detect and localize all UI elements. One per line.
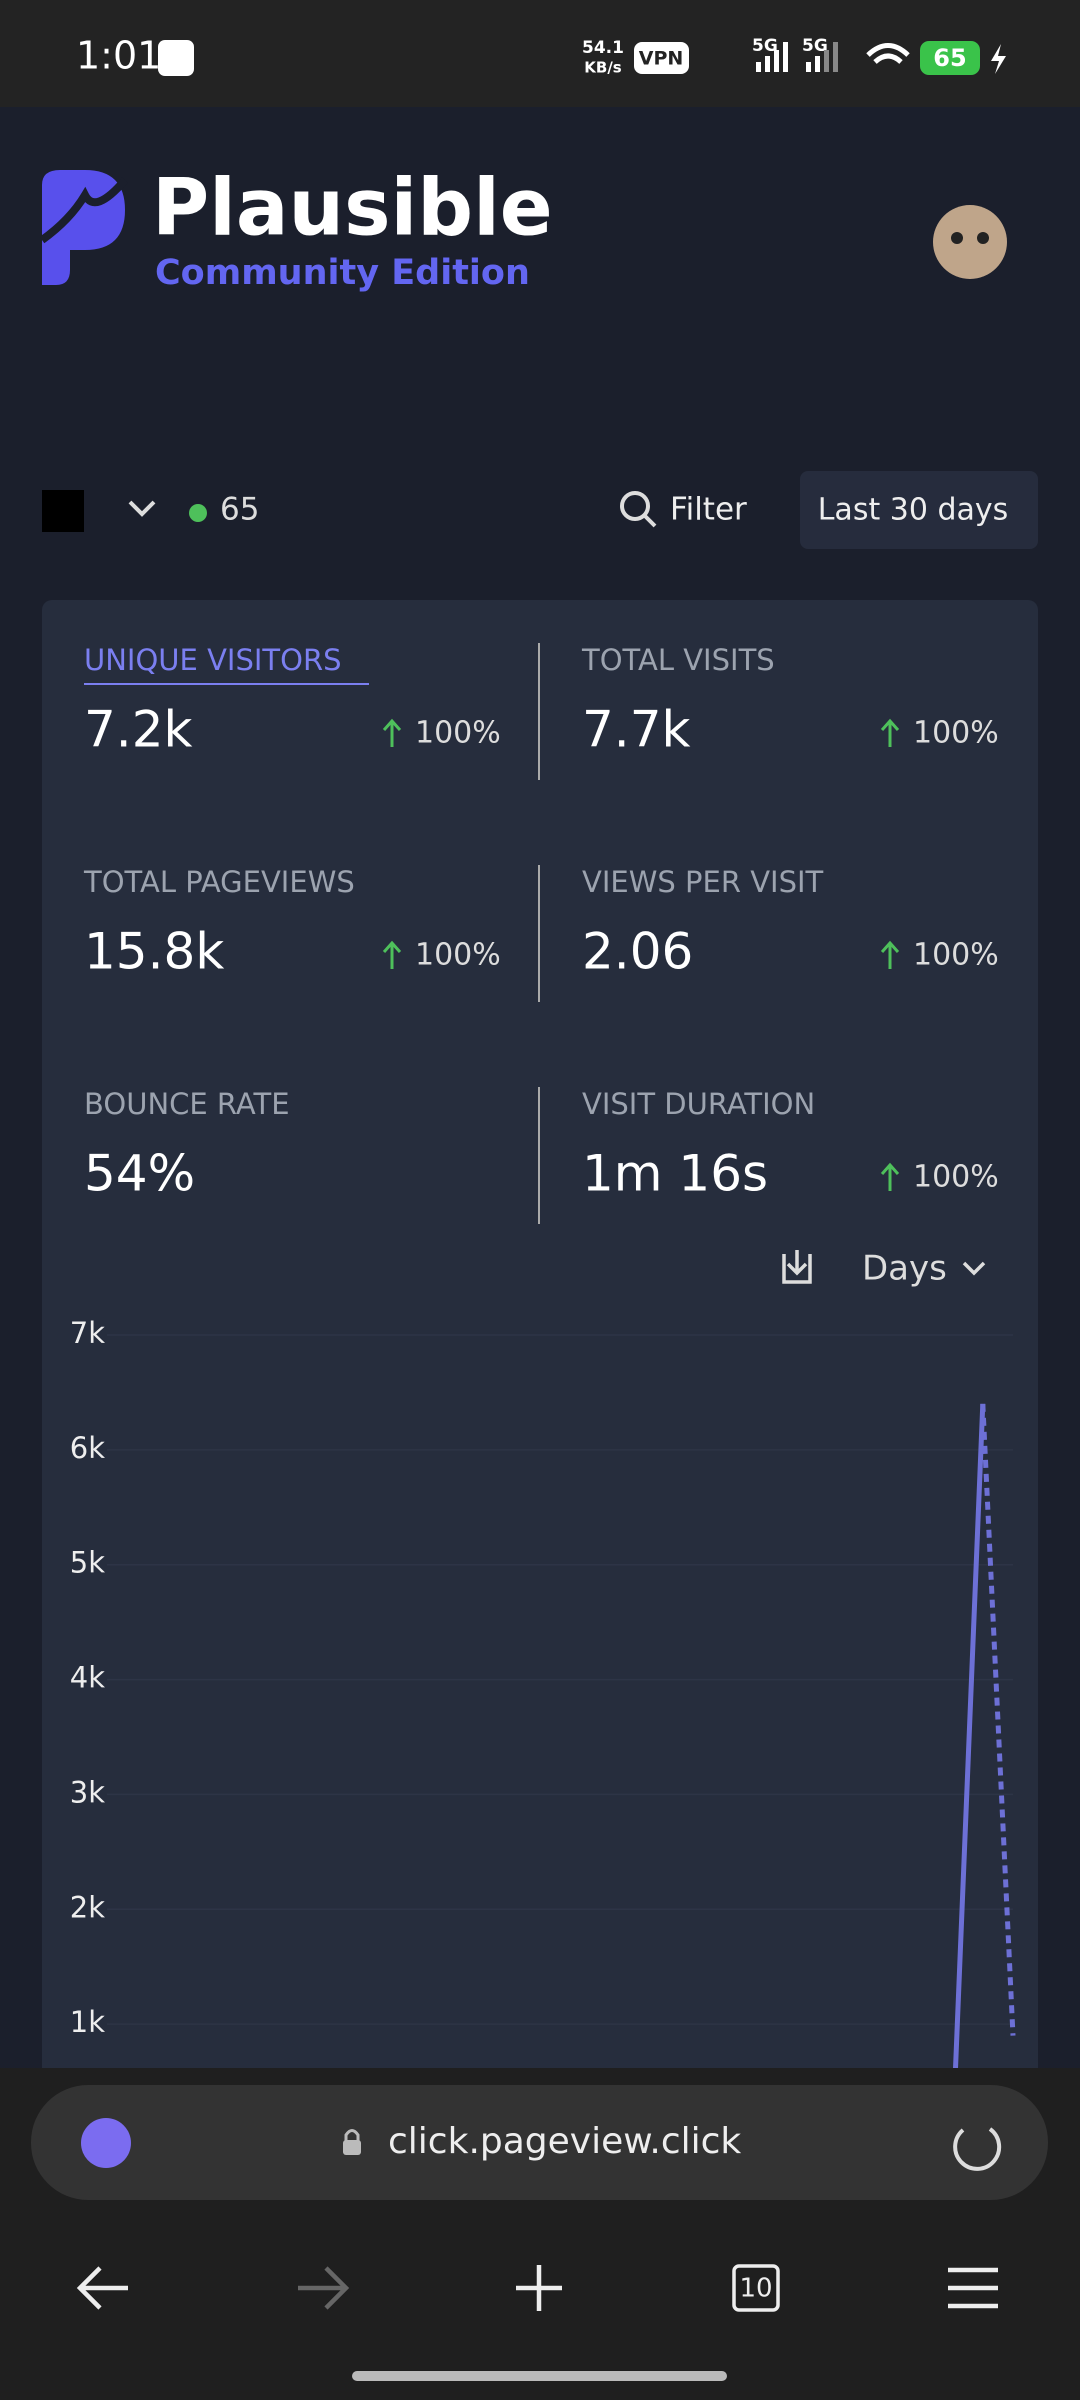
search-icon: [620, 491, 650, 521]
y-tick-label: 4k: [70, 1661, 105, 1695]
metric-value: 2.06: [582, 923, 693, 981]
wifi-icon: [866, 43, 910, 64]
lock-icon: [343, 2140, 361, 2155]
metric-label: BOUNCE RATE: [84, 1087, 290, 1121]
home-indicator: [352, 2371, 727, 2381]
metrics: UNIQUE VISITORS 7.2k 100% TOTAL VISITS 7.7k 1…: [83, 643, 999, 1224]
metric-label: VIEWS PER VISIT: [582, 865, 824, 899]
metric-value: 1m 16s: [582, 1145, 768, 1203]
metric-change: 100%: [913, 716, 999, 751]
stats-card: [42, 600, 1038, 2100]
period-label[interactable]: Last 30 days: [818, 493, 1009, 528]
url-bar[interactable]: [31, 2085, 1048, 2200]
change-arrow: [880, 940, 900, 969]
y-tick-label: 2k: [70, 1890, 105, 1924]
y-tick-label: 1k: [70, 2005, 105, 2039]
filter-button[interactable]: Filter: [670, 492, 747, 528]
tab-count[interactable]: 10: [739, 2274, 772, 2304]
site-favicon[interactable]: [42, 490, 84, 532]
metric-value: 7.2k: [84, 701, 193, 759]
app-title: Plausible: [152, 163, 553, 253]
change-arrow: [382, 940, 402, 969]
metric-change: 100%: [913, 938, 999, 973]
current-visitors[interactable]: 65: [220, 492, 259, 528]
change-arrow: [880, 718, 900, 747]
live-dot: [189, 504, 207, 522]
menu-button[interactable]: [948, 2267, 998, 2309]
avatar-eye: [977, 232, 989, 244]
metric-change: 100%: [913, 1160, 999, 1195]
forward-button[interactable]: [298, 2266, 350, 2310]
tabs-button[interactable]: [732, 2264, 780, 2312]
back-button[interactable]: [76, 2266, 128, 2310]
signal-label: 5G: [802, 36, 828, 56]
y-tick-label: 3k: [70, 1775, 105, 1809]
change-arrow: [382, 718, 402, 747]
url[interactable]: click.pageview.click: [388, 2121, 741, 2162]
interval-select[interactable]: Days: [862, 1249, 947, 1289]
signal-label: 5G: [752, 36, 778, 56]
avatar[interactable]: [933, 205, 1007, 279]
app-subtitle: Community Edition: [155, 253, 530, 293]
app-icon: [158, 40, 194, 76]
period-button[interactable]: [800, 471, 1038, 549]
lock-icon: [344, 2129, 360, 2141]
time: 1:01: [76, 34, 161, 78]
site-chevron[interactable]: [128, 500, 156, 517]
metric-label: UNIQUE VISITORS: [84, 643, 342, 677]
vpn: VPN: [639, 48, 684, 70]
reload-icon[interactable]: [953, 2127, 1002, 2171]
copilot-icon[interactable]: [81, 2118, 131, 2168]
metric-value: 7.7k: [582, 701, 691, 759]
metric-label: TOTAL VISITS: [581, 643, 775, 677]
change-arrow: [880, 1162, 900, 1191]
battery-level: 65: [933, 44, 966, 72]
download-icon[interactable]: [782, 1250, 812, 1284]
logo-mark: [39, 177, 129, 244]
signal-bars: [756, 42, 838, 72]
avatar-eye: [951, 232, 963, 244]
metric-label: TOTAL PAGEVIEWS: [83, 865, 355, 899]
interval-chevron[interactable]: [962, 1261, 986, 1276]
search-icon: [643, 514, 657, 528]
metric-value: 54%: [84, 1145, 195, 1203]
metric-change: 100%: [415, 716, 501, 751]
y-tick-label: 6k: [70, 1431, 105, 1465]
net-unit: KB/s: [584, 59, 622, 77]
metric-value: 15.8k: [84, 923, 224, 981]
new-tab-button[interactable]: [516, 2265, 562, 2311]
y-tick-label: 5k: [70, 1546, 105, 1580]
line: [980, 1403, 1016, 2036]
battery: [920, 41, 980, 75]
charging-icon: [991, 44, 1006, 74]
metric-change: 100%: [415, 938, 501, 973]
y-tick-label: 7k: [70, 1316, 105, 1350]
vpn-badge: [634, 42, 689, 74]
metric-label: VISIT DURATION: [582, 1087, 815, 1121]
net-speed: 54.1: [582, 38, 624, 58]
